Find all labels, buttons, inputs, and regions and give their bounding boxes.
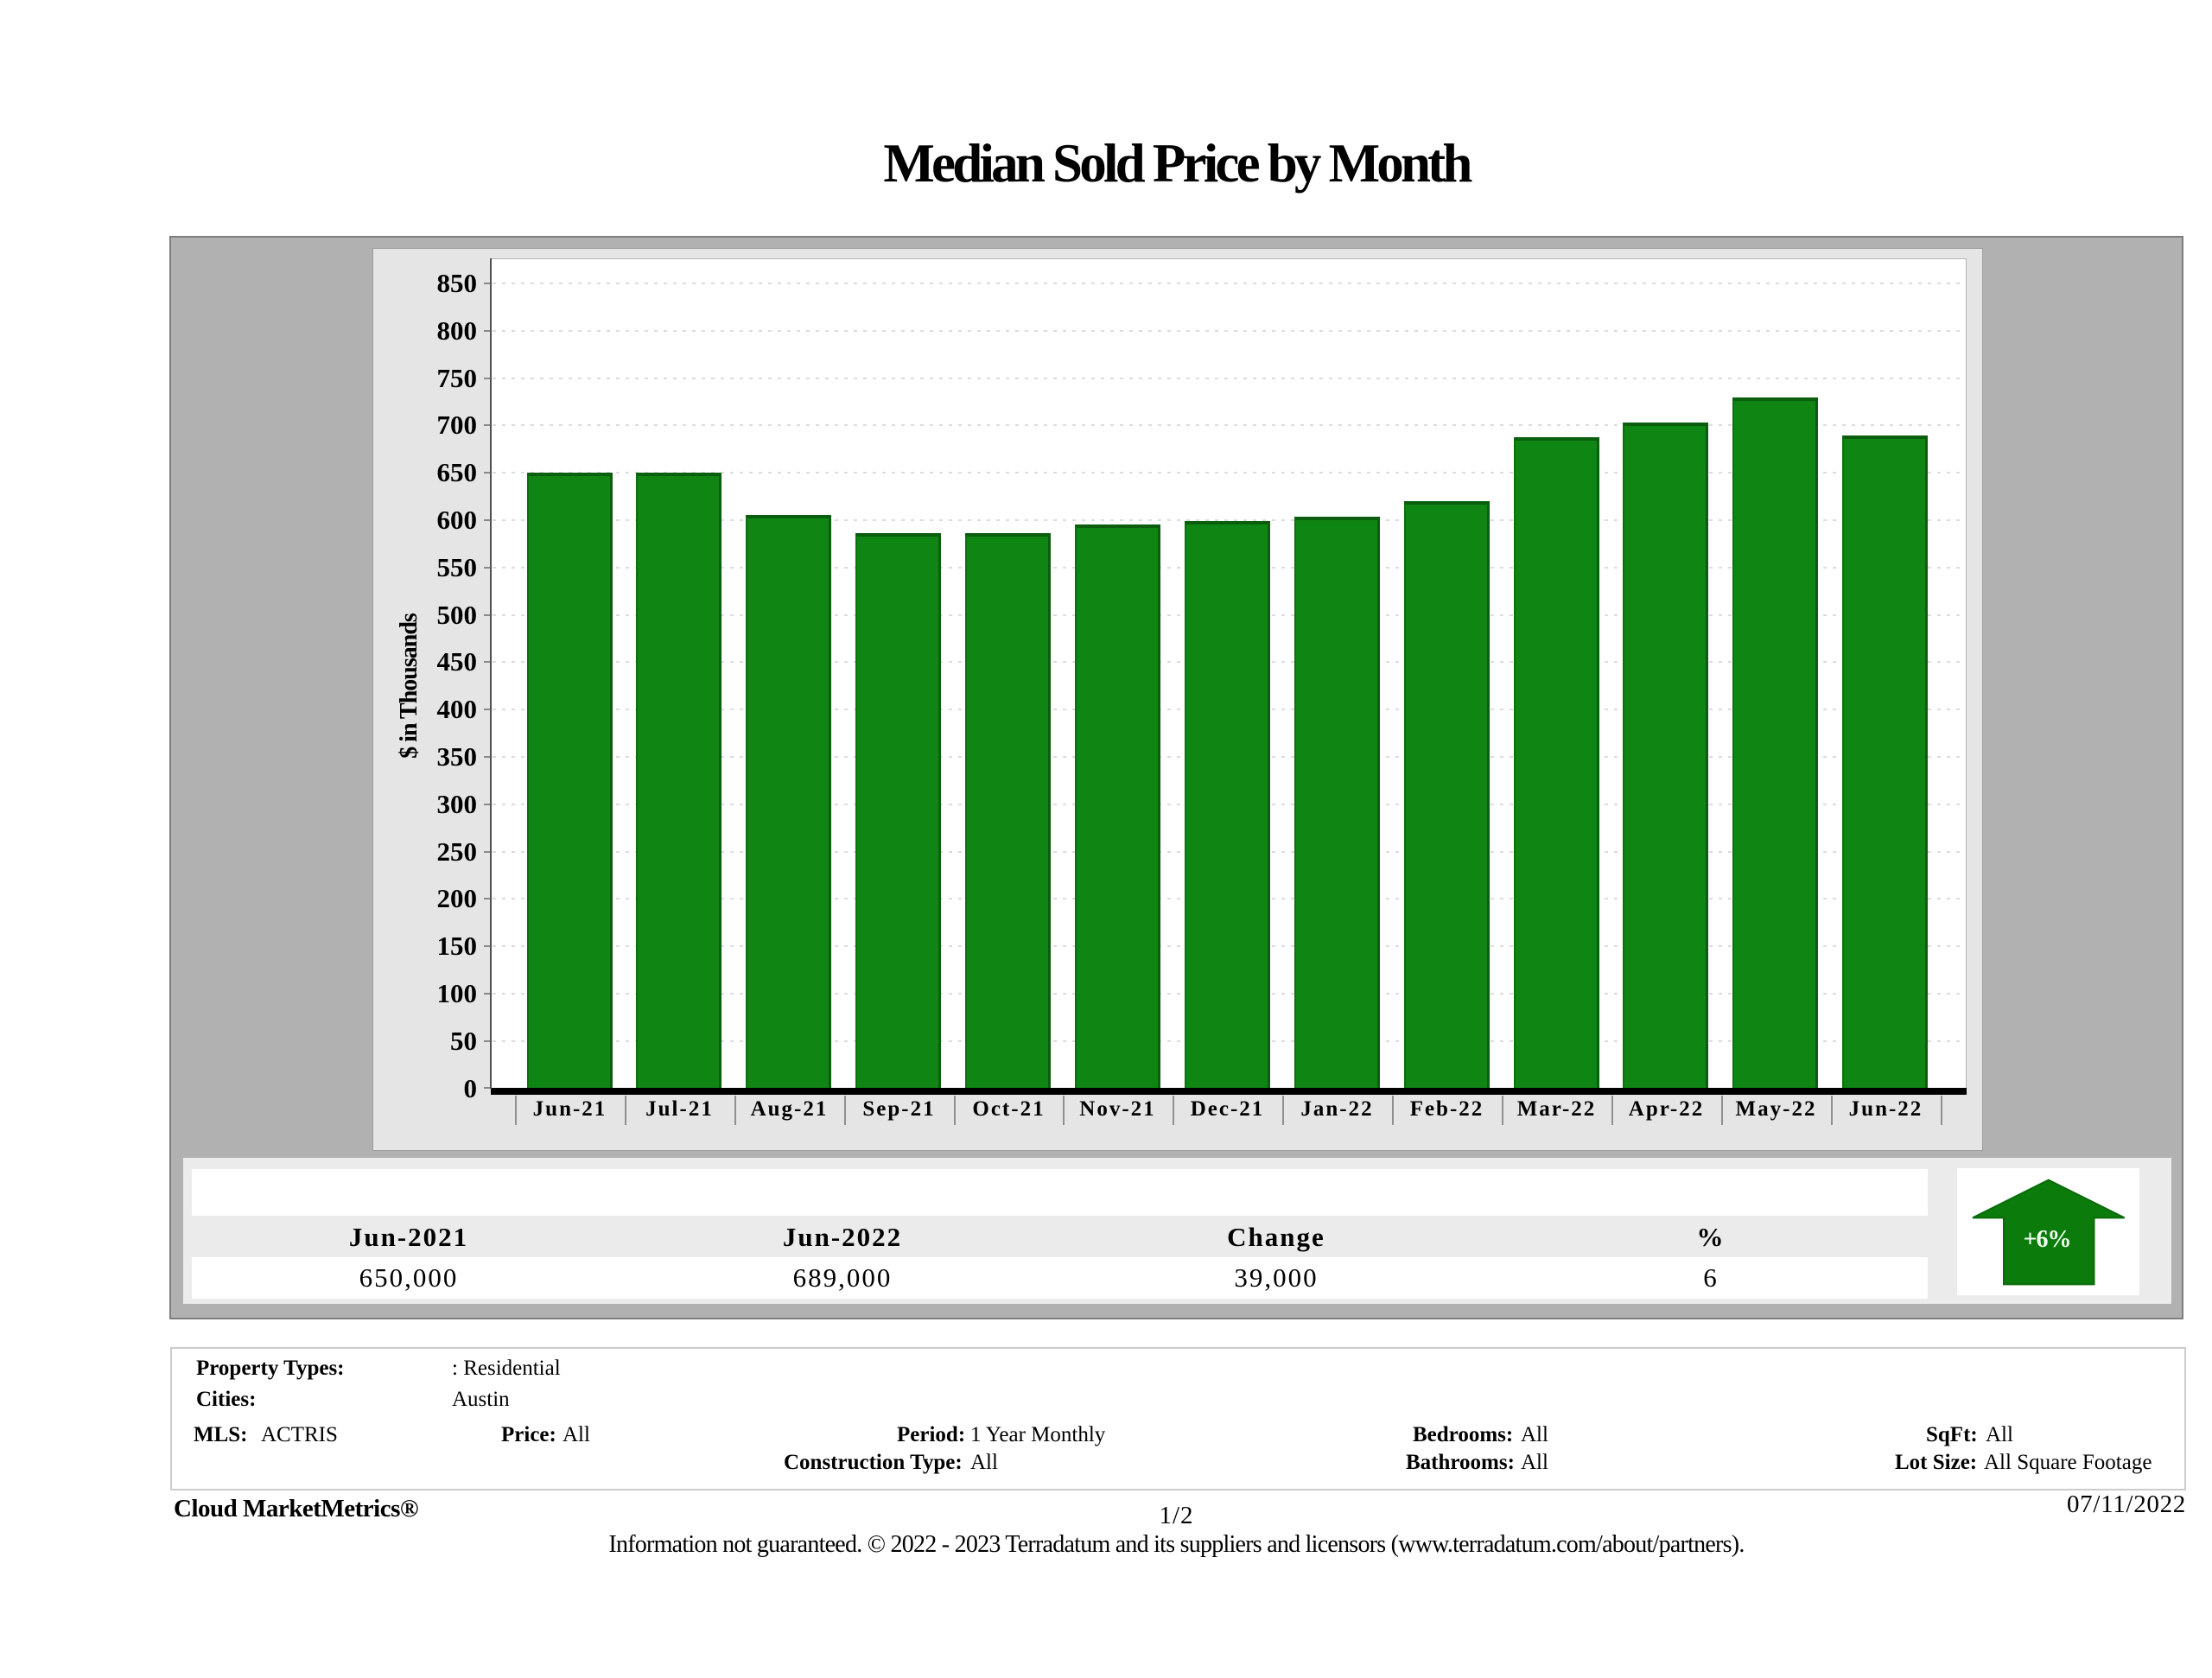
svg-text:+6%: +6% bbox=[2024, 1226, 2071, 1253]
